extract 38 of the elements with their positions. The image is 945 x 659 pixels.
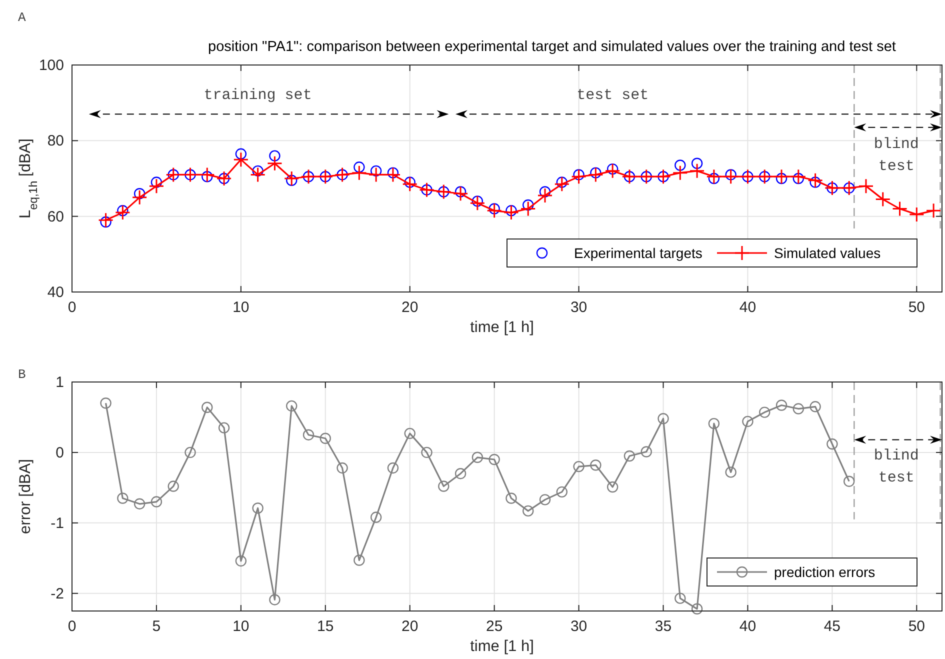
legend-label: Simulated values — [774, 245, 881, 261]
x-tick-label: 10 — [232, 618, 250, 635]
x-tick-label: 25 — [486, 618, 503, 635]
x-tick-label: 35 — [654, 618, 672, 635]
text: A — [18, 10, 26, 25]
annotation: blind test — [874, 448, 919, 487]
x-tick-label: 40 — [739, 618, 756, 635]
y-tick-label: -2 — [50, 585, 64, 602]
x-tick-label: 5 — [152, 618, 161, 635]
x-tick-label: 50 — [908, 299, 926, 316]
x-tick-label: 20 — [402, 618, 418, 635]
x-axis-title: time [1 h] — [470, 319, 534, 336]
x-tick-label: 30 — [570, 299, 588, 316]
y-tick-label: 60 — [47, 208, 64, 226]
x-tick-label: 0 — [68, 299, 76, 316]
x-tick-label: 15 — [317, 618, 334, 635]
x-tick-label: 40 — [739, 299, 756, 316]
x-tick-label: 20 — [402, 299, 418, 316]
annotation: blind test — [874, 136, 919, 176]
annotation: training set — [204, 87, 312, 104]
legend-label: prediction errors — [774, 564, 876, 580]
y-tick-label: 80 — [47, 132, 64, 150]
y-tick-label: 40 — [47, 284, 64, 301]
text: B — [18, 367, 26, 382]
y-tick-label: 1 — [56, 374, 64, 391]
chart-title: position "PA1": comparison between experimental target and simulated values over the training and test set — [208, 39, 896, 55]
x-tick-label: 10 — [232, 299, 250, 316]
x-tick-label: 50 — [908, 618, 926, 635]
y-axis-title: error [dBA] — [17, 459, 34, 534]
legend-label: Experimental targets — [574, 245, 702, 261]
x-axis-title: time [1 h] — [470, 638, 534, 655]
x-tick-label: 45 — [824, 618, 841, 635]
y-tick-label: 0 — [56, 444, 64, 462]
y-tick-label: 100 — [38, 57, 64, 74]
x-tick-label: 0 — [68, 618, 76, 635]
y-tick-label: -1 — [50, 514, 64, 532]
x-tick-label: 30 — [570, 618, 588, 635]
annotation: test set — [576, 87, 649, 104]
